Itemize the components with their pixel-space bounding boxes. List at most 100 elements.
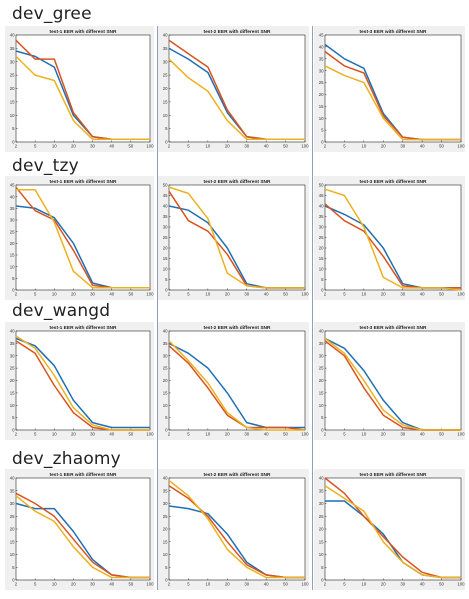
chart-title: test-1 EER with different SNR — [50, 472, 117, 478]
y-tick-label: 30 — [319, 501, 324, 506]
x-tick-label: 5 — [343, 582, 346, 587]
y-tick-label: 10 — [319, 403, 324, 408]
x-tick-label: 50 — [283, 144, 288, 149]
x-tick-label: 10 — [361, 292, 366, 297]
x-tick-label: 20 — [381, 582, 386, 587]
x-tick-label: 40 — [109, 432, 114, 437]
y-tick-label: 45 — [163, 193, 168, 198]
y-tick-label: 40 — [10, 33, 15, 38]
y-tick-label: 25 — [10, 366, 15, 371]
y-tick-label: 40 — [163, 329, 168, 334]
y-tick-label: 25 — [10, 73, 15, 78]
x-tick-label: 20 — [71, 292, 76, 297]
plot-area — [168, 477, 306, 581]
x-tick-label: 50 — [128, 582, 133, 587]
y-tick-label: 25 — [163, 366, 168, 371]
y-tick-label: 25 — [319, 80, 324, 85]
line-chart: test-1 EER with different SNR05101520253… — [10, 472, 154, 587]
x-tick-label: 50 — [439, 582, 444, 587]
y-tick-label: 5 — [321, 128, 324, 133]
line-chart: test-2 EER with different SNR05101520253… — [163, 325, 309, 437]
chart-panel-dev_wangd-2: test-2 EER with different SNR 0 5 10 15 20 25 3… — [158, 322, 309, 440]
y-tick-label: 20 — [319, 246, 324, 251]
x-tick-label: 100 — [457, 292, 465, 297]
series-line-yellow — [324, 337, 461, 431]
x-tick-label: 10 — [52, 582, 57, 587]
section-title-dev-gree: dev_gree — [12, 4, 92, 24]
x-tick-label: 30 — [90, 144, 95, 149]
chart-panel-dev_gree-1: test-1 EER with different SNR 0 5 10 15 20 25 3… — [5, 26, 154, 152]
y-tick-label: 10 — [163, 403, 168, 408]
y-tick-label: 30 — [319, 353, 324, 358]
y-tick-label: 35 — [10, 46, 15, 51]
y-tick-label: 0 — [165, 428, 168, 433]
y-tick-label: 45 — [319, 193, 324, 198]
chart-panel-dev_tzy-3: test-3 EER with different SNR 0 5 10 15 20 25 3… — [314, 176, 465, 300]
x-tick-label: 10 — [205, 582, 210, 587]
x-tick-label: 50 — [439, 432, 444, 437]
chart-panel-dev_zhaomy-1: test-1 EER with different SNR 0 5 10 15 20 25 3… — [5, 469, 154, 590]
y-tick-label: 10 — [319, 116, 324, 121]
x-tick-label: 2 — [15, 582, 18, 587]
y-tick-label: 30 — [163, 501, 168, 506]
y-tick-label: 15 — [10, 539, 15, 544]
section-title-dev-wangd: dev_wangd — [12, 301, 111, 321]
chart-title: test-3 EER with different SNR — [360, 325, 427, 331]
y-tick-label: 10 — [163, 267, 168, 272]
y-tick-label: 35 — [319, 488, 324, 493]
x-tick-label: 10 — [52, 432, 57, 437]
chart-panel-dev_gree-3: test-3 EER with different SNR 0 5 10 15 20 25 3… — [314, 26, 465, 152]
series-line-yellow — [168, 186, 305, 289]
x-tick-label: 2 — [168, 144, 171, 149]
x-tick-label: 50 — [283, 292, 288, 297]
series-line-red — [168, 345, 306, 431]
chart-title: test-2 EER with different SNR — [204, 179, 271, 185]
x-tick-label: 30 — [90, 292, 95, 297]
y-tick-label: 35 — [163, 214, 168, 219]
x-tick-label: 100 — [457, 582, 465, 587]
x-tick-label: 10 — [205, 432, 210, 437]
y-tick-label: 20 — [10, 241, 15, 246]
plot-area — [324, 330, 462, 431]
y-tick-label: 20 — [319, 378, 324, 383]
chart-title: test-3 EER with different SNR — [360, 29, 427, 35]
x-tick-label: 5 — [187, 582, 190, 587]
x-tick-label: 20 — [71, 432, 76, 437]
y-tick-label: 0 — [165, 288, 168, 293]
chart-title: test-2 EER with different SNR — [204, 472, 271, 478]
line-chart: test-1 EER with different SNR05101520253… — [10, 179, 154, 297]
x-tick-label: 30 — [400, 144, 405, 149]
y-tick-label: 35 — [319, 214, 324, 219]
x-tick-label: 10 — [52, 144, 57, 149]
y-tick-label: 30 — [163, 353, 168, 358]
series-line-yellow — [15, 335, 150, 431]
y-tick-label: 5 — [165, 277, 168, 282]
line-chart: test-1 EER with different SNR05101520253… — [10, 29, 154, 149]
y-tick-label: 25 — [163, 73, 168, 78]
y-tick-label: 15 — [319, 256, 324, 261]
x-tick-label: 40 — [264, 432, 269, 437]
y-tick-label: 5 — [321, 277, 324, 282]
x-tick-label: 20 — [225, 432, 230, 437]
chart-title: test-3 EER with different SNR — [360, 179, 427, 185]
x-tick-label: 20 — [225, 582, 230, 587]
plot-area — [168, 34, 306, 143]
y-tick-label: 5 — [165, 126, 168, 131]
chart-title: test-2 EER with different SNR — [204, 325, 271, 331]
y-tick-label: 5 — [12, 565, 15, 570]
x-tick-label: 30 — [400, 292, 405, 297]
x-tick-label: 30 — [244, 292, 249, 297]
y-tick-label: 35 — [163, 488, 168, 493]
y-tick-label: 15 — [163, 390, 168, 395]
x-tick-label: 10 — [205, 292, 210, 297]
x-tick-label: 50 — [283, 432, 288, 437]
y-tick-label: 35 — [319, 341, 324, 346]
y-tick-label: 40 — [319, 329, 324, 334]
y-tick-label: 15 — [10, 99, 15, 104]
y-tick-label: 15 — [319, 104, 324, 109]
x-tick-label: 40 — [264, 582, 269, 587]
y-tick-label: 35 — [163, 46, 168, 51]
line-chart: test-1 EER with different SNR05101520253… — [10, 325, 154, 437]
x-tick-label: 40 — [420, 582, 425, 587]
series-line-yellow — [324, 188, 462, 291]
